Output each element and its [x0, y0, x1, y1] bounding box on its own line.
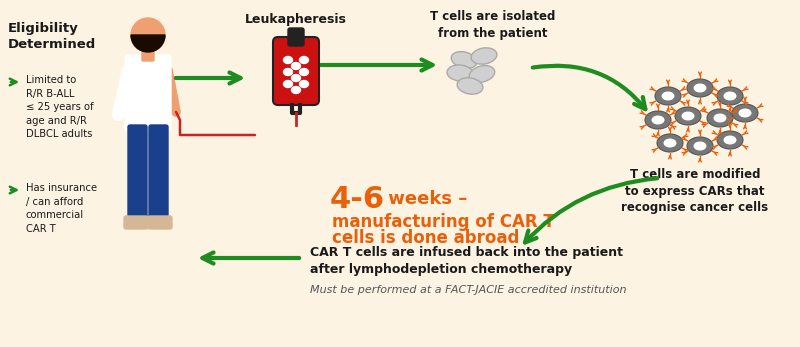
Ellipse shape	[291, 62, 301, 69]
Ellipse shape	[471, 48, 497, 64]
Ellipse shape	[447, 65, 473, 81]
Ellipse shape	[651, 116, 665, 125]
Ellipse shape	[723, 92, 737, 101]
Ellipse shape	[470, 66, 494, 83]
Text: CAR T cells are infused back into the patient
after lymphodepletion chemotherapy: CAR T cells are infused back into the pa…	[310, 246, 623, 276]
FancyBboxPatch shape	[124, 216, 148, 229]
Ellipse shape	[451, 52, 477, 68]
Ellipse shape	[457, 78, 483, 94]
Ellipse shape	[662, 92, 674, 101]
Ellipse shape	[283, 57, 293, 64]
Wedge shape	[131, 35, 165, 52]
Ellipse shape	[291, 75, 301, 82]
FancyBboxPatch shape	[128, 125, 147, 224]
FancyBboxPatch shape	[149, 125, 168, 224]
Ellipse shape	[299, 81, 309, 87]
Text: T cells are modified
to express CARs that
recognise cancer cells: T cells are modified to express CARs tha…	[622, 168, 769, 214]
Ellipse shape	[655, 87, 681, 105]
Ellipse shape	[283, 68, 293, 76]
Text: manufacturing of CAR T: manufacturing of CAR T	[332, 213, 554, 231]
Text: cells is done abroad: cells is done abroad	[332, 229, 519, 247]
Ellipse shape	[645, 111, 671, 129]
Ellipse shape	[723, 135, 737, 144]
Ellipse shape	[657, 134, 683, 152]
Text: Eligibility
Determined: Eligibility Determined	[8, 22, 96, 51]
FancyBboxPatch shape	[273, 37, 319, 105]
Ellipse shape	[687, 137, 713, 155]
Ellipse shape	[694, 142, 706, 151]
Ellipse shape	[675, 107, 701, 125]
Ellipse shape	[291, 86, 301, 93]
Ellipse shape	[283, 81, 293, 87]
Text: weeks –: weeks –	[382, 190, 467, 208]
Text: Limited to
R/R B-ALL
≤ 25 years of
age and R/R
DLBCL adults: Limited to R/R B-ALL ≤ 25 years of age a…	[26, 75, 94, 139]
Text: 4-6: 4-6	[330, 185, 385, 214]
Text: Leukapheresis: Leukapheresis	[245, 13, 347, 26]
Text: T cells are isolated
from the patient: T cells are isolated from the patient	[430, 10, 556, 40]
Ellipse shape	[663, 138, 677, 147]
Ellipse shape	[694, 84, 706, 93]
Ellipse shape	[707, 109, 733, 127]
FancyBboxPatch shape	[148, 216, 172, 229]
FancyBboxPatch shape	[142, 49, 154, 61]
Ellipse shape	[738, 109, 751, 118]
Ellipse shape	[299, 68, 309, 76]
Ellipse shape	[717, 131, 743, 149]
Ellipse shape	[682, 111, 694, 120]
FancyBboxPatch shape	[125, 55, 171, 131]
Ellipse shape	[714, 113, 726, 122]
Text: Has insurance
/ can afford
commercial
CAR T: Has insurance / can afford commercial CA…	[26, 183, 97, 234]
FancyBboxPatch shape	[288, 28, 304, 46]
Ellipse shape	[299, 57, 309, 64]
Ellipse shape	[687, 79, 713, 97]
Circle shape	[131, 18, 165, 52]
Ellipse shape	[717, 87, 743, 105]
Text: Must be performed at a FACT-JACIE accredited institution: Must be performed at a FACT-JACIE accred…	[310, 285, 626, 295]
Ellipse shape	[732, 104, 758, 122]
